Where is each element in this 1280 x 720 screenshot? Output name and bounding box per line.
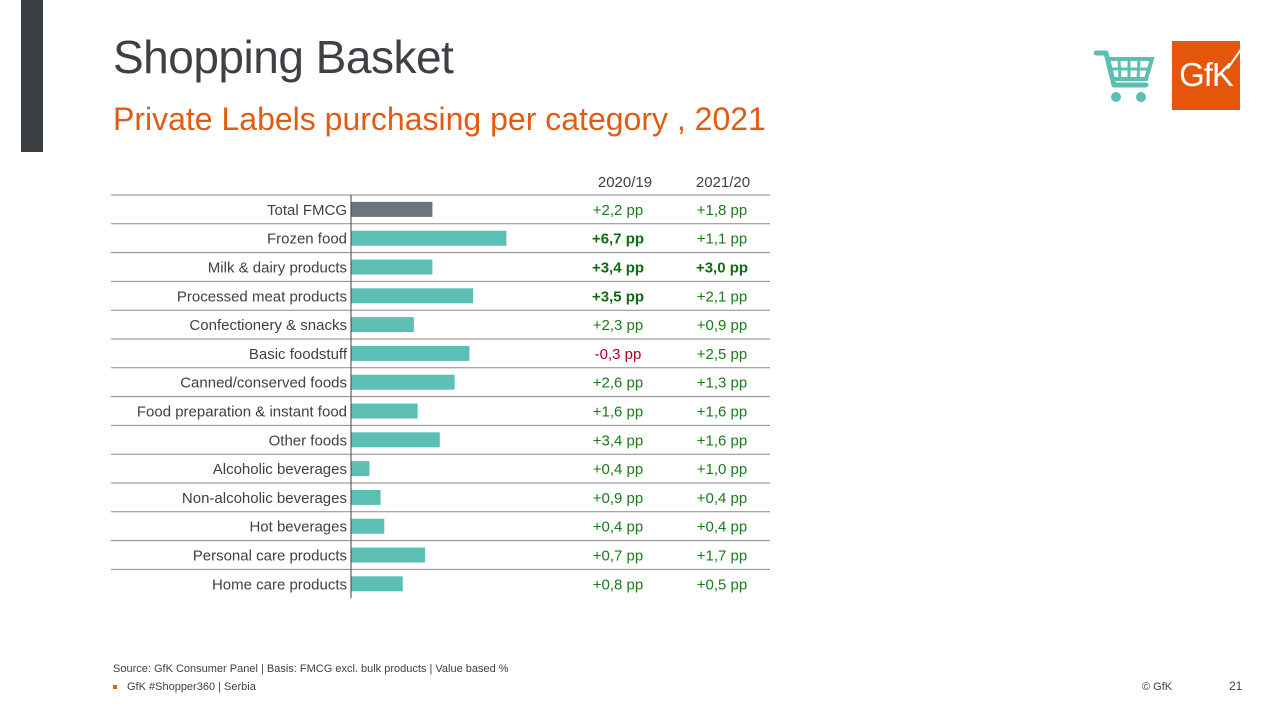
value-label: +1,6 pp bbox=[593, 404, 643, 421]
bar bbox=[351, 576, 403, 592]
value-label: +3,0 pp bbox=[696, 260, 748, 277]
value-label: +2,2 pp bbox=[593, 202, 643, 219]
category-label: Total FMCG bbox=[267, 202, 347, 219]
category-label: Processed meat products bbox=[177, 288, 347, 305]
category-label: Food preparation & instant food bbox=[137, 404, 347, 421]
category-label: Personal care products bbox=[193, 548, 347, 565]
copyright: © GfK bbox=[1142, 681, 1173, 693]
category-label: Canned/conserved foods bbox=[180, 375, 347, 392]
bar bbox=[351, 201, 433, 217]
page-title: Shopping Basket bbox=[113, 31, 454, 83]
bar bbox=[351, 547, 425, 563]
bar bbox=[351, 288, 474, 304]
category-label: Non-alcoholic beverages bbox=[182, 490, 347, 507]
page-number: 21 bbox=[1229, 679, 1243, 693]
page-subtitle: Private Labels purchasing per category ,… bbox=[113, 101, 766, 137]
gfk-logo-text: GfK bbox=[1179, 56, 1234, 93]
value-label: +6,7 pp bbox=[592, 231, 644, 248]
bar bbox=[351, 374, 455, 390]
shopping-cart-icon bbox=[1094, 50, 1155, 102]
value-label: +0,4 pp bbox=[593, 461, 643, 478]
value-label: +1,3 pp bbox=[697, 375, 747, 392]
bar bbox=[351, 345, 470, 361]
value-label: +3,5 pp bbox=[592, 288, 644, 305]
bar bbox=[351, 259, 433, 275]
value-label: +0,4 pp bbox=[697, 519, 747, 536]
value-label: +0,8 pp bbox=[593, 576, 643, 593]
value-label: -0,3 pp bbox=[595, 346, 642, 363]
category-label: Home care products bbox=[212, 576, 347, 593]
value-label: +0,9 pp bbox=[697, 317, 747, 334]
value-label: +2,6 pp bbox=[593, 375, 643, 392]
value-label: +3,4 pp bbox=[593, 432, 643, 449]
bar bbox=[351, 461, 370, 477]
category-label: Alcoholic beverages bbox=[213, 461, 347, 478]
bar bbox=[351, 230, 507, 246]
category-label: Other foods bbox=[269, 432, 347, 449]
gfk-logo: GfK bbox=[1172, 41, 1244, 110]
bar bbox=[351, 518, 385, 534]
value-label: +3,4 pp bbox=[592, 260, 644, 277]
category-label: Basic foodstuff bbox=[249, 346, 348, 363]
value-label: +2,5 pp bbox=[697, 346, 747, 363]
bullet-icon bbox=[113, 685, 117, 690]
column-header-2020-19: 2020/19 bbox=[597, 174, 653, 191]
value-label: +1,6 pp bbox=[697, 432, 747, 449]
bar bbox=[351, 317, 414, 333]
value-label: +0,9 pp bbox=[593, 490, 643, 507]
category-label: Hot beverages bbox=[249, 519, 347, 536]
side-accent-bar bbox=[21, 0, 43, 152]
value-label: +2,3 pp bbox=[593, 317, 643, 334]
value-label: +0,4 pp bbox=[697, 490, 747, 507]
value-label: +1,7 pp bbox=[697, 548, 747, 565]
category-label: Frozen food bbox=[267, 231, 347, 248]
column-header-2021-20: 2021/20 bbox=[695, 174, 751, 191]
value-label: +0,4 pp bbox=[593, 519, 643, 536]
category-label: Confectionery & snacks bbox=[189, 317, 347, 334]
value-label: +0,7 pp bbox=[593, 548, 643, 565]
value-label: +1,0 pp bbox=[697, 461, 747, 478]
bar bbox=[351, 432, 440, 448]
value-label: +1,8 pp bbox=[697, 202, 747, 219]
category-label: Milk & dairy products bbox=[208, 260, 347, 277]
value-label: +0,5 pp bbox=[697, 576, 747, 593]
value-label: +1,6 pp bbox=[697, 404, 747, 421]
value-label: +2,1 pp bbox=[697, 288, 747, 305]
footer-tag: GfK #Shopper360 | Serbia bbox=[113, 681, 256, 693]
footer-source: Source: GfK Consumer Panel | Basis: FMCG… bbox=[113, 663, 509, 675]
bar bbox=[351, 489, 381, 505]
value-label: +1,1 pp bbox=[697, 231, 747, 248]
bar bbox=[351, 403, 418, 419]
footer-tag-text: GfK #Shopper360 | Serbia bbox=[127, 681, 256, 693]
